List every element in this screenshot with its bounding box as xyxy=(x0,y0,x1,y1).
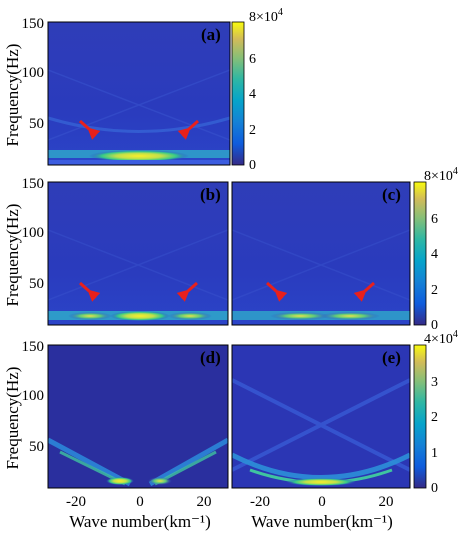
panel-b-hotspot-center xyxy=(110,311,170,321)
panel-d-xtick-neg20: -20 xyxy=(66,494,86,510)
colorbar-c-tick-4: 4 xyxy=(431,247,438,262)
colorbar-e xyxy=(413,344,427,489)
panel-a-band-bottom xyxy=(48,160,230,165)
panel-b: (b) 150 100 50 Frequency(Hz) xyxy=(3,176,229,326)
panel-b-ytick-100: 100 xyxy=(22,225,45,241)
panel-d-hotspot-right xyxy=(148,477,172,485)
panel-a-x-lines xyxy=(48,69,230,141)
panel-d-ytick-50: 50 xyxy=(29,439,44,455)
panel-a-arrow-left xyxy=(79,119,101,140)
panel-e-xtick-0: 0 xyxy=(318,494,326,510)
panel-a-ytick-100: 100 xyxy=(22,65,45,81)
panel-c-letter: (c) xyxy=(382,185,401,204)
panel-e-frame xyxy=(231,344,411,489)
panel-b-arrow-right xyxy=(176,281,198,302)
panel-a-ytick-150: 150 xyxy=(22,16,45,32)
panel-a: (a) 150 100 50 Frequency(Hz) 0 2 4 6 8×1… xyxy=(3,7,283,173)
panel-a-frame xyxy=(47,21,231,166)
panel-a-letter: (a) xyxy=(201,25,221,44)
panel-b-ytick-150: 150 xyxy=(22,176,45,192)
panel-b-x-lines xyxy=(48,229,228,301)
panel-e-x-diagonals xyxy=(232,378,410,472)
panel-a-arrow-right xyxy=(177,119,199,140)
panel-d-ytick-150: 150 xyxy=(22,339,45,355)
panel-d-hotspot-left xyxy=(106,477,134,485)
panel-c: (c) 0 2 4 6 8×104 xyxy=(231,166,458,333)
panel-e-u-curve-outer xyxy=(232,452,410,480)
colorbar-e-tick-3: 3 xyxy=(431,375,438,390)
panel-c-arrow-left xyxy=(266,281,288,302)
panel-e-hotspot xyxy=(286,478,356,486)
panel-a-band-hotspot xyxy=(89,150,189,162)
panel-c-hotspot-left xyxy=(270,312,330,320)
panel-d-branches-outer xyxy=(48,437,228,487)
panel-b-letter: (b) xyxy=(200,185,221,204)
panel-d-ytick-100: 100 xyxy=(22,388,45,404)
panel-d-letter: (d) xyxy=(200,348,221,367)
panel-b-hotspot-right xyxy=(168,312,212,320)
panel-b-arrow-left xyxy=(79,281,101,302)
panel-b-ylabel: Frequency(Hz) xyxy=(3,204,22,307)
panel-c-hotspot-right xyxy=(320,312,380,320)
panel-d-xtick-0: 0 xyxy=(136,494,144,510)
colorbar-c xyxy=(413,181,427,326)
panel-c-arrow-right xyxy=(353,281,375,302)
panel-e-xlabel: Wave number(km⁻¹) xyxy=(251,512,393,531)
panel-e-xtick-neg20: -20 xyxy=(250,494,270,510)
panel-d-xlabel: Wave number(km⁻¹) xyxy=(69,512,211,531)
colorbar-a-tick-0: 0 xyxy=(249,158,256,173)
panel-c-frame xyxy=(231,181,411,326)
colorbar-c-multiplier: 8×104 xyxy=(424,166,458,184)
colorbar-e-tick-1: 1 xyxy=(431,446,438,461)
panel-e-xtick-20: 20 xyxy=(379,494,394,510)
panel-d-ylabel: Frequency(Hz) xyxy=(3,367,22,470)
panel-d: (d) 150 100 50 Frequency(Hz) -20 0 20 Wa… xyxy=(3,339,229,531)
panel-b-hotspot-left xyxy=(68,312,112,320)
panel-e-letter: (e) xyxy=(382,348,401,367)
panel-d-xtick-20: 20 xyxy=(197,494,212,510)
panel-b-ytick-50: 50 xyxy=(29,276,44,292)
colorbar-e-multiplier: 4×104 xyxy=(424,329,458,347)
panel-a-ytick-50: 50 xyxy=(29,116,44,132)
colorbar-c-tick-2: 2 xyxy=(431,283,438,298)
colorbar-c-tick-0: 0 xyxy=(431,318,438,333)
panel-a-dispersion-curve xyxy=(48,116,230,133)
panel-d-field xyxy=(48,345,228,488)
panel-e-field xyxy=(232,345,410,488)
panel-a-ylabel: Frequency(Hz) xyxy=(3,44,22,147)
colorbar-a-tick-4: 4 xyxy=(249,87,256,102)
colorbar-a xyxy=(231,21,245,166)
panel-e: (e) -20 0 20 Wave number(km⁻¹) 0 1 2 3 4… xyxy=(231,329,458,531)
colorbar-c-tick-6: 6 xyxy=(431,212,438,227)
colorbar-e-tick-2: 2 xyxy=(431,410,438,425)
panel-b-field xyxy=(48,182,228,325)
panel-c-x-lines xyxy=(232,229,410,301)
panel-c-field xyxy=(232,182,410,325)
panel-b-frame xyxy=(47,181,229,326)
colorbar-a-tick-6: 6 xyxy=(249,52,256,67)
panel-d-frame xyxy=(47,344,229,489)
panel-a-field xyxy=(48,22,230,165)
colorbar-a-tick-2: 2 xyxy=(249,123,256,138)
colorbar-a-multiplier: 8×104 xyxy=(249,7,283,25)
colorbar-e-tick-0: 0 xyxy=(431,481,438,496)
